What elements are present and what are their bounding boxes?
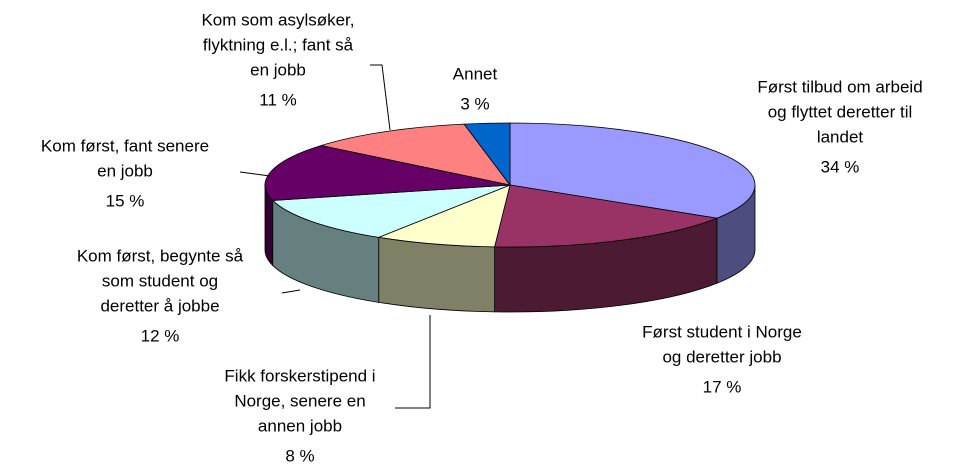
pie-slice — [509, 122, 756, 219]
slice-label: flyktning e.l.; fant så — [203, 35, 354, 54]
leader-line — [239, 171, 271, 177]
slice-label: Fikk forskerstipend i — [224, 366, 375, 385]
value-label: 3 % — [460, 94, 489, 113]
value-label: 15 % — [106, 191, 145, 210]
slice-label: som student og — [102, 271, 218, 290]
slice-label: annen jobb — [258, 416, 342, 435]
pie-slice-side — [378, 236, 496, 313]
leader-line — [395, 315, 431, 409]
pie-slice — [264, 145, 511, 201]
slice-label: Norge, senere en — [234, 391, 365, 410]
leader-line — [281, 289, 301, 294]
leader-line — [370, 64, 391, 131]
value-label: 17 % — [703, 377, 742, 396]
slice-label: Kom som asylsøker, — [201, 10, 354, 29]
slice-label: Først tilbud om arbeid — [757, 77, 922, 96]
value-label: 12 % — [141, 326, 180, 345]
slice-label: Annet — [453, 64, 498, 83]
pie-slice — [463, 122, 511, 187]
pie-slice — [494, 184, 719, 248]
slice-label: og deretter jobb — [662, 347, 781, 366]
slice-label: deretter å jobbe — [100, 296, 219, 315]
slice-label: Kom først, fant senere — [41, 136, 209, 155]
slice-label: en jobb — [250, 60, 306, 79]
pie-slice — [271, 184, 511, 238]
value-label: 34 % — [821, 157, 860, 176]
slice-label: landet — [817, 127, 864, 146]
slice-label: og flyttet deretter til — [768, 102, 913, 121]
slice-label: Først student i Norge — [642, 322, 802, 341]
slice-label: Kom først, begynte så — [77, 246, 244, 265]
pie-slice — [377, 184, 511, 248]
value-label: 11 % — [259, 90, 297, 109]
pie-slice — [321, 123, 511, 186]
value-label: 8 % — [285, 446, 314, 464]
slice-label: en jobb — [97, 161, 153, 180]
